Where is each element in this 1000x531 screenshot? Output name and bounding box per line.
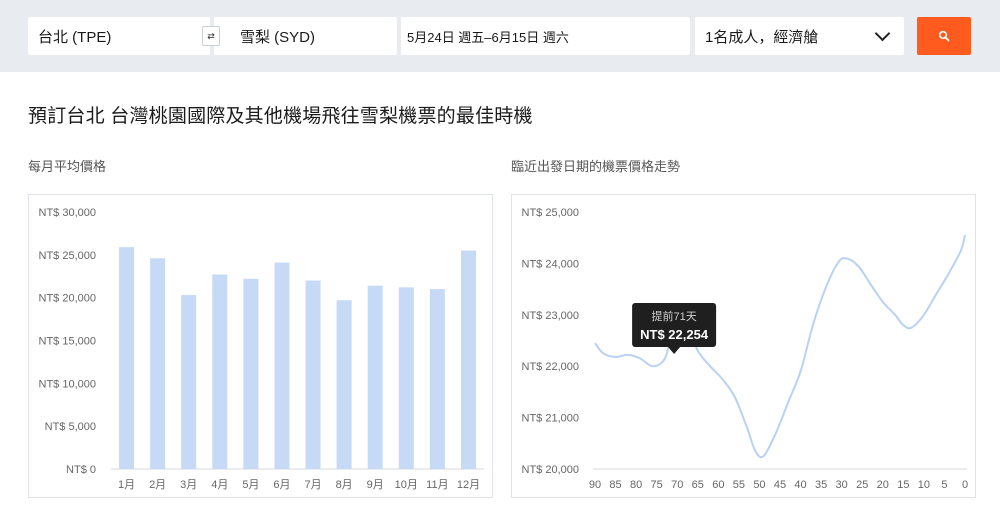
y-tick-label: NT$ 23,000 [522, 310, 579, 322]
x-tick-label: 30 [836, 479, 848, 491]
y-tick-label: NT$ 5,000 [45, 421, 96, 433]
bar [460, 250, 476, 469]
y-tick-label: NT$ 0 [66, 464, 96, 476]
date-range-field[interactable]: 5月24日 週五–6月15日 週六 [401, 17, 690, 55]
x-tick-label: 75 [651, 479, 663, 491]
tooltip-pointer [668, 347, 681, 354]
page-title: 預訂台北 台灣桃園國際及其他機場飛往雪梨機票的最佳時機 [28, 106, 533, 127]
x-tick-label: 8月 [336, 479, 353, 491]
bar [150, 258, 166, 469]
x-tick-label: 5 [941, 479, 947, 491]
bar [398, 287, 414, 469]
swap-icon: ⇄ [207, 30, 215, 41]
passengers-value: 1名成人，經濟艙 [705, 28, 819, 46]
y-tick-label: NT$ 24,000 [522, 258, 579, 270]
x-tick-label: 4月 [211, 479, 228, 491]
bar [305, 280, 321, 469]
x-tick-label: 10 [918, 479, 930, 491]
x-tick-label: 20 [877, 479, 889, 491]
search-button[interactable] [917, 17, 971, 55]
x-tick-label: 9月 [367, 479, 384, 491]
x-tick-label: 50 [753, 479, 765, 491]
swap-button[interactable]: ⇄ [202, 26, 220, 46]
x-tick-label: 7月 [304, 479, 321, 491]
bar [274, 262, 290, 469]
x-tick-label: 25 [856, 479, 868, 491]
tooltip-value: NT$ 22,254 [640, 327, 709, 342]
bar [119, 247, 135, 469]
chevron-down-icon [874, 25, 891, 42]
y-tick-label: NT$ 15,000 [39, 336, 96, 348]
destination-value: 雪梨 (SYD) [240, 28, 316, 46]
price-trend-line-chart: NT$ 20,000 NT$ 21,000 NT$ 22,000 NT$ 23,000… [522, 207, 969, 491]
y-tick-label: NT$ 21,000 [522, 413, 579, 425]
x-tick-label: 10月 [395, 479, 418, 491]
price-tooltip: 提前71天 NT$ 22,254 [632, 303, 717, 354]
y-tick-label: NT$ 25,000 [522, 207, 579, 219]
monthly-price-bar-chart: NT$ 0 NT$ 5,000 NT$ 10,000 NT$ 15,000 NT$ 20… [39, 207, 484, 491]
y-tick-label: NT$ 25,000 [39, 250, 96, 262]
bar [181, 295, 197, 469]
x-tick-label: 12月 [457, 479, 480, 491]
y-tick-label: NT$ 10,000 [39, 378, 96, 390]
x-tick-label: 6月 [273, 479, 290, 491]
y-tick-label: NT$ 20,000 [522, 464, 579, 476]
search-bar: 台北 (TPE) 雪梨 (SYD) ⇄ 5月24日 週五–6月15日 週六 1名… [0, 0, 1000, 72]
monthly-price-panel: NT$ 0 NT$ 5,000 NT$ 10,000 NT$ 15,000 NT$ 20… [28, 194, 493, 498]
monthly-chart-subtitle: 每月平均價格 [28, 159, 107, 174]
x-tick-label: 5月 [242, 479, 259, 491]
search-icon [938, 30, 950, 42]
x-tick-label: 2月 [149, 479, 166, 491]
origin-field[interactable]: 台北 (TPE) [28, 17, 210, 55]
x-tick-label: 0 [962, 479, 968, 491]
x-tick-label: 3月 [180, 479, 197, 491]
x-tick-label: 65 [692, 479, 704, 491]
origin-value: 台北 (TPE) [38, 28, 112, 46]
x-tick-label: 55 [733, 479, 745, 491]
y-tick-label: NT$ 30,000 [39, 207, 96, 219]
destination-field[interactable]: 雪梨 (SYD) [214, 17, 397, 55]
date-range-value: 5月24日 週五–6月15日 週六 [407, 29, 569, 45]
x-tick-label: 15 [897, 479, 909, 491]
bar [212, 274, 228, 469]
y-tick-label: NT$ 20,000 [39, 293, 96, 305]
x-tick-label: 45 [774, 479, 786, 491]
trend-chart-subtitle: 臨近出發日期的機票價格走勢 [511, 159, 681, 174]
tooltip-box [632, 303, 717, 347]
x-tick-label: 35 [815, 479, 827, 491]
x-tick-label: 11月 [426, 479, 448, 491]
x-tick-label: 60 [712, 479, 724, 491]
tooltip-title: 提前71天 [651, 309, 696, 323]
x-tick-label: 80 [630, 479, 642, 491]
x-tick-label: 85 [609, 479, 621, 491]
bar [367, 285, 383, 469]
price-trend-panel: NT$ 20,000 NT$ 21,000 NT$ 22,000 NT$ 23,000… [511, 194, 976, 498]
y-tick-label: NT$ 22,000 [522, 361, 579, 373]
x-tick-label: 90 [589, 479, 601, 491]
x-tick-label: 1月 [118, 479, 135, 491]
x-tick-label: 40 [794, 479, 806, 491]
price-trend-line [594, 234, 966, 459]
bar [243, 278, 259, 469]
bar [336, 300, 352, 469]
x-tick-label: 70 [671, 479, 683, 491]
bar [429, 289, 445, 469]
passengers-dropdown[interactable]: 1名成人，經濟艙 [695, 17, 904, 55]
